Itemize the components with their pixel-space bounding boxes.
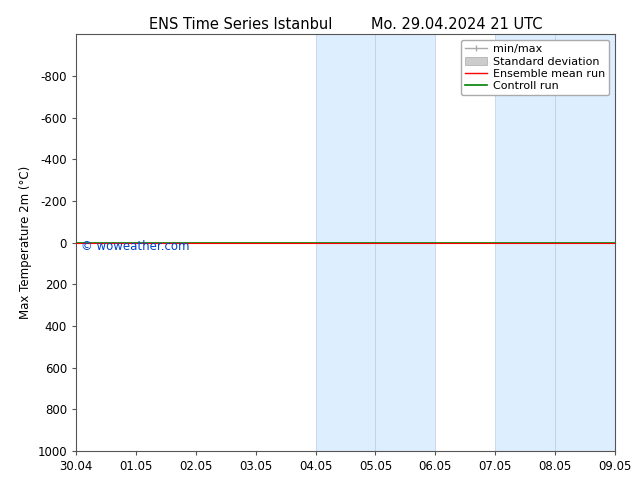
Legend: min/max, Standard deviation, Ensemble mean run, Controll run: min/max, Standard deviation, Ensemble me…	[460, 40, 609, 96]
Bar	[555, 34, 615, 451]
Bar	[375, 34, 436, 451]
Text: © woweather.com: © woweather.com	[81, 241, 190, 253]
Text: Mo. 29.04.2024 21 UTC: Mo. 29.04.2024 21 UTC	[371, 17, 542, 32]
Text: ENS Time Series Istanbul: ENS Time Series Istanbul	[149, 17, 333, 32]
Y-axis label: Max Temperature 2m (°C): Max Temperature 2m (°C)	[19, 166, 32, 319]
Bar	[495, 34, 555, 451]
Bar	[316, 34, 375, 451]
